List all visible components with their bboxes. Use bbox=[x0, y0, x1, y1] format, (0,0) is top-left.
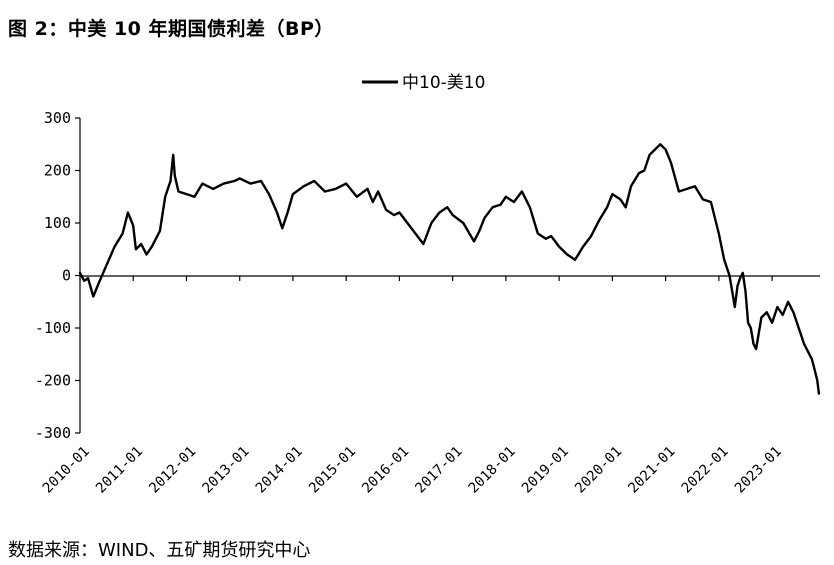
x-tick-label: 2016-01 bbox=[359, 444, 412, 497]
source-note: 数据来源：WIND、五矿期货研究中心 bbox=[8, 540, 311, 561]
x-tick-label: 2020-01 bbox=[572, 444, 625, 497]
y-tick-label: -100 bbox=[35, 319, 71, 337]
x-tick-label: 2010-01 bbox=[40, 444, 93, 497]
legend: 中10-美10 bbox=[362, 73, 485, 93]
series-layer bbox=[78, 143, 821, 395]
x-tick-label: 2014-01 bbox=[253, 444, 306, 497]
x-tick-label: 2023-01 bbox=[732, 444, 785, 497]
y-tick-label: 100 bbox=[44, 214, 71, 232]
x-tick-label: 2017-01 bbox=[412, 444, 465, 497]
x-tick-label: 2015-01 bbox=[306, 444, 359, 497]
legend-label: 中10-美10 bbox=[402, 73, 485, 93]
x-tick-label: 2011-01 bbox=[93, 444, 146, 497]
x-tick-label: 2021-01 bbox=[625, 444, 678, 497]
x-tick-label: 2019-01 bbox=[519, 444, 572, 497]
figure-title: 图 2：中美 10 年期国债利差（BP） bbox=[8, 18, 334, 40]
y-tick-label: 300 bbox=[44, 109, 71, 127]
x-tick-label: 2018-01 bbox=[466, 444, 519, 497]
series-line-0 bbox=[78, 143, 821, 395]
x-tick-label: 2022-01 bbox=[679, 444, 732, 497]
y-tick-label: -300 bbox=[35, 424, 71, 442]
y-tick-label: 0 bbox=[62, 267, 71, 285]
y-tick-label: -200 bbox=[35, 372, 71, 390]
y-axis: 300 200 100 0 -100 -200 -300 bbox=[35, 109, 81, 442]
x-tick-label: 2013-01 bbox=[199, 444, 252, 497]
y-tick-label: 200 bbox=[44, 162, 71, 180]
x-axis: 2010-01 2011-01 2012-01 2013-01 2014-01 2015-… bbox=[40, 275, 820, 497]
x-tick-label: 2012-01 bbox=[146, 444, 199, 497]
